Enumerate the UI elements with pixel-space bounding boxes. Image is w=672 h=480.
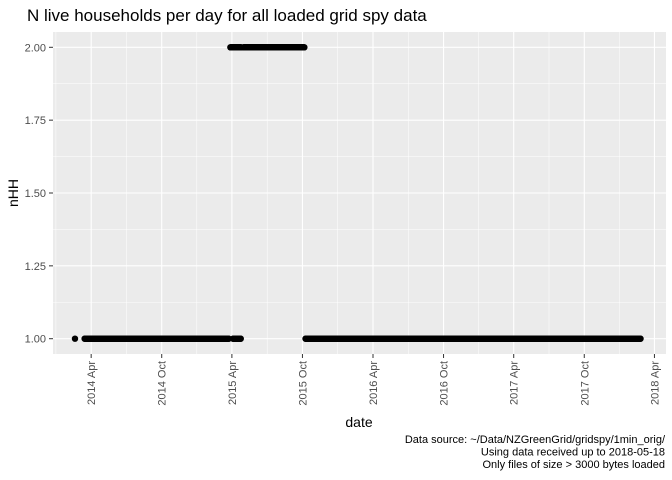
y-axis: 1.00 1.25 1.50 1.75 2.00 — [25, 42, 53, 346]
x-axis-title: date — [345, 414, 372, 430]
y-tick-label: 1.50 — [25, 188, 46, 200]
x-tick-label: 2014 Apr — [86, 361, 98, 405]
x-tick-label: 2016 Apr — [368, 361, 380, 405]
x-axis: 2014 Apr 2014 Oct 2015 Apr 2015 Oct 2016 Apr… — [86, 354, 661, 406]
x-tick-label: 2018 Apr — [649, 361, 661, 405]
data-point — [71, 335, 79, 342]
y-tick-label: 2.00 — [25, 42, 46, 54]
data-point — [637, 335, 644, 342]
y-tick-label: 1.25 — [25, 261, 46, 273]
y-axis-title: nHH — [5, 179, 21, 207]
x-tick-label: 2016 Oct — [439, 361, 451, 406]
x-tick-label: 2015 Oct — [297, 361, 309, 406]
caption-line: Using data received up to 2018-05-18 — [481, 447, 665, 459]
data-points — [71, 44, 644, 342]
data-point — [237, 335, 244, 342]
y-tick-label: 1.00 — [25, 334, 46, 346]
data-point — [301, 44, 308, 51]
y-tick-label: 1.75 — [25, 115, 46, 127]
x-tick-label: 2017 Oct — [579, 361, 591, 406]
chart-title: N live households per day for all loaded… — [27, 6, 427, 25]
caption: Data source: ~/Data/NZGreenGrid/gridspy/… — [405, 434, 666, 471]
caption-line: Data source: ~/Data/NZGreenGrid/gridspy/… — [405, 434, 666, 446]
x-tick-label: 2017 Apr — [509, 361, 521, 405]
caption-line: Only files of size > 3000 bytes loaded — [482, 459, 665, 471]
x-tick-label: 2014 Oct — [157, 361, 169, 406]
x-tick-label: 2015 Apr — [227, 361, 239, 405]
